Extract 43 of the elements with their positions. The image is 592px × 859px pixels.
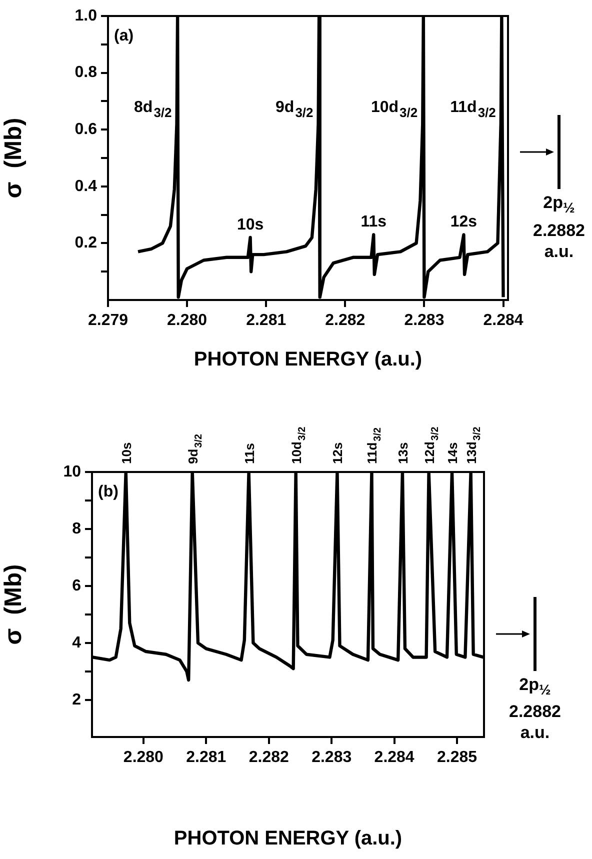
y-tick-label: 0.8 <box>74 64 98 82</box>
x-tick-label: 2.281 <box>246 312 286 330</box>
annotation: 11s <box>242 443 257 464</box>
annotation: 9d3/2 <box>185 433 204 464</box>
annotation: 12s <box>330 442 346 464</box>
x-tick-label: 2.284 <box>374 749 414 766</box>
annotation: 10s <box>118 442 134 464</box>
x-axis-title: PHOTON ENERGY (a.u.) <box>174 828 402 850</box>
y-axis-title: σ (Mb) <box>0 118 28 198</box>
x-tick-label: 2.282 <box>248 749 289 766</box>
text: 2p$_{½}$ 2.2882 a.u. <box>508 674 562 744</box>
annotation: 13d3/2 <box>464 426 483 464</box>
y-tick-label: 8 <box>72 520 82 538</box>
annotation: 11s <box>360 214 387 231</box>
y-tick-label: 0.2 <box>74 234 98 252</box>
x-tick-label: 2.284 <box>483 312 524 330</box>
annotation: 10d3/2 <box>288 426 308 464</box>
y-tick-label: 2 <box>72 691 82 708</box>
y-tick-label: 0.6 <box>74 121 98 138</box>
x-axis-title: PHOTON ENERGY (a.u.) <box>194 348 422 371</box>
annotation: (a) <box>114 27 134 44</box>
text: 2p$_{½}$ 2.2882 a.u. <box>532 192 586 262</box>
annotation: 12d3/2 <box>422 426 441 464</box>
annotation: 13s <box>395 442 410 464</box>
x-tick-label: 2.283 <box>404 312 444 330</box>
x-tick-label: 2.280 <box>123 749 164 766</box>
y-tick-label: 1.0 <box>74 7 98 24</box>
annotation: 14s <box>445 442 460 464</box>
annotation: 11d3/2 <box>364 426 384 464</box>
x-tick-label: 2.281 <box>186 749 226 766</box>
annotation: 12s <box>450 214 478 231</box>
y-tick-label: 10 <box>63 463 82 480</box>
y-tick-label: 6 <box>72 577 82 594</box>
y-tick-label: 0.4 <box>74 178 98 195</box>
x-tick-label: 2.280 <box>167 312 208 330</box>
x-tick-label: 2.279 <box>88 312 128 330</box>
y-tick-label: 4 <box>72 634 82 652</box>
y-axis-title: σ (Mb) <box>0 564 28 645</box>
annotation: 10s <box>236 216 264 234</box>
x-tick-label: 2.283 <box>312 749 352 766</box>
x-tick-label: 2.285 <box>437 749 478 766</box>
x-tick-label: 2.282 <box>325 312 366 330</box>
annotation: (b) <box>98 483 118 500</box>
